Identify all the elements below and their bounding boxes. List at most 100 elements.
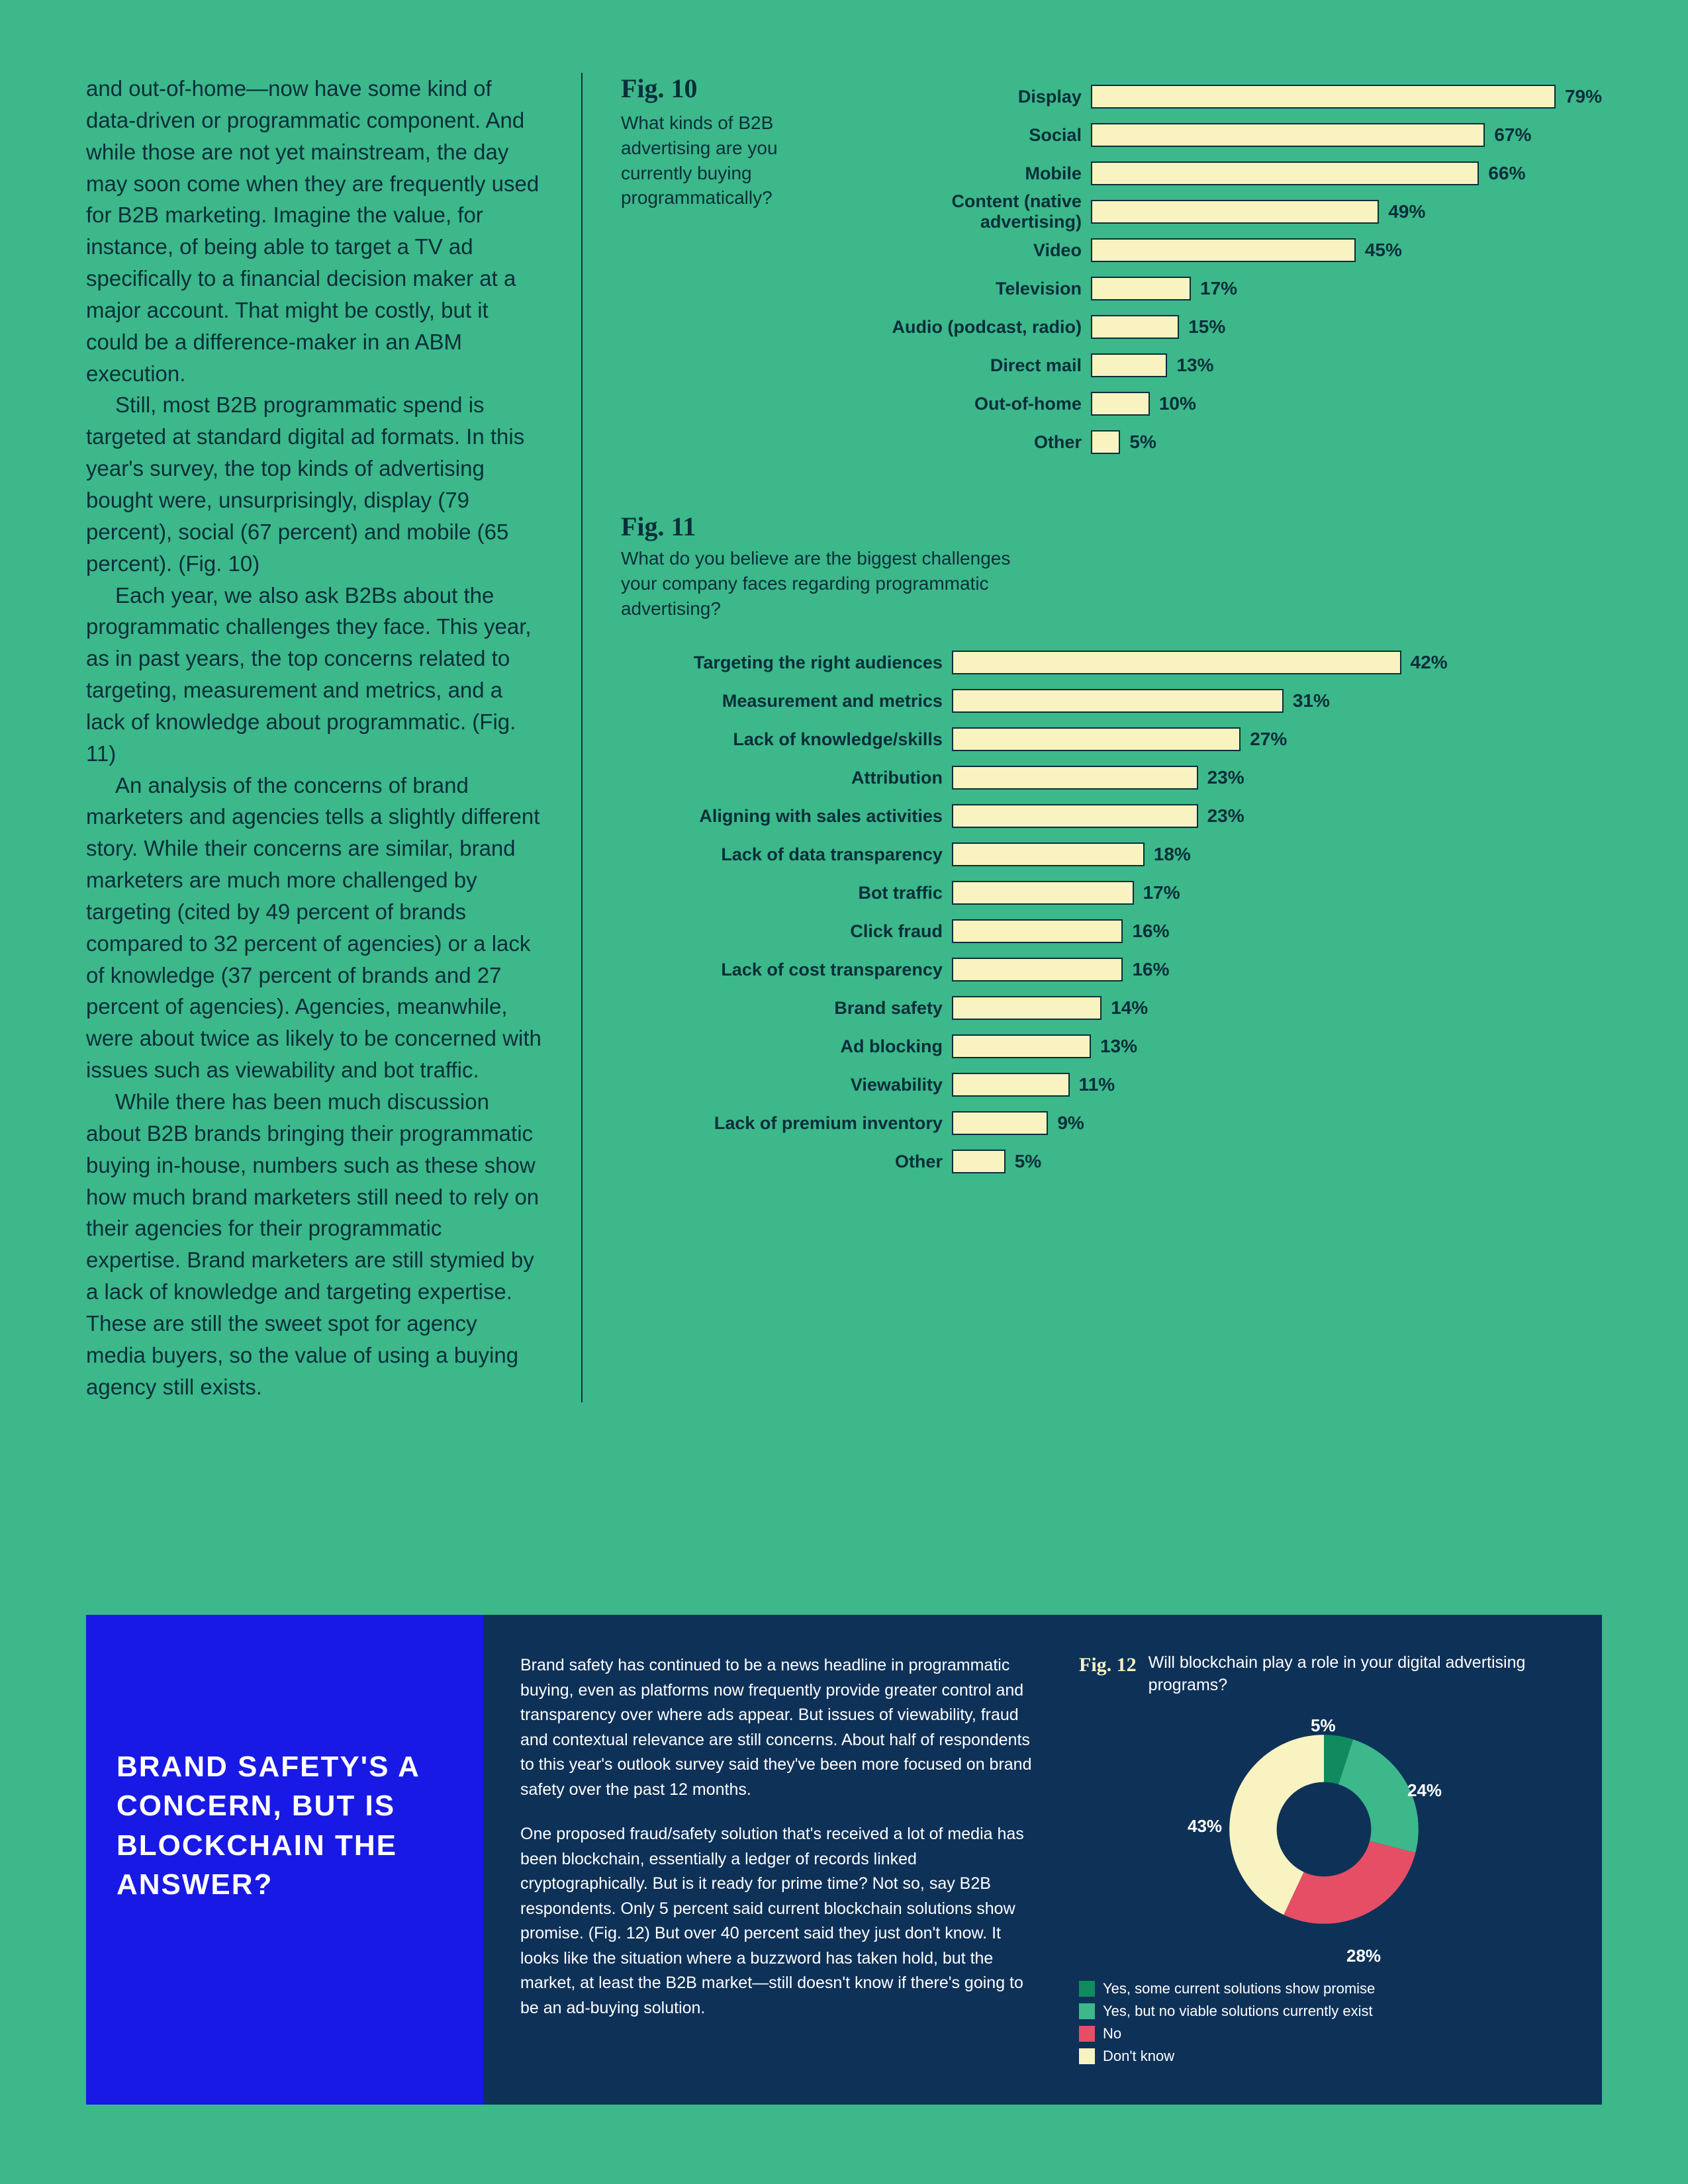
legend-row: Yes, some current solutions show promise [1079,1980,1569,1997]
bar-row: Video45% [853,231,1602,269]
sidebar-body: Brand safety has continued to be a news … [483,1615,1066,2105]
bar-value: 67% [1494,124,1531,146]
bar-track: 16% [952,958,1602,981]
bar-fill [952,1111,1048,1135]
bar-track: 15% [1091,315,1602,339]
bar-value: 15% [1188,316,1225,338]
bar-label: Social [853,125,1091,146]
bar-track: 66% [1091,161,1602,185]
bar-label: Lack of premium inventory [621,1113,952,1134]
bar-track: 23% [952,766,1602,790]
sidebar-headline: BRAND SAFETY'S A CONCERN, BUT IS BLOCKCH… [117,1747,453,1905]
sidebar-p1: Brand safety has continued to be a news … [520,1653,1039,1802]
bar-label: Bot traffic [621,883,952,903]
bar-value: 49% [1388,201,1425,222]
bar-row: Lack of knowledge/skills27% [621,720,1602,758]
bar-fill [1091,161,1479,185]
bar-fill [952,1034,1091,1058]
bar-value: 42% [1411,652,1448,673]
bar-value: 11% [1079,1074,1115,1095]
bar-fill [1091,430,1120,454]
bar-row: Ad blocking13% [621,1027,1602,1066]
bar-value: 14% [1111,997,1148,1019]
bar-label: Television [853,279,1091,299]
legend-label: Yes, but no viable solutions currently e… [1103,2003,1373,2020]
bar-value: 16% [1132,959,1169,980]
bar-row: Direct mail13% [853,346,1602,385]
figures-column: Fig. 10 What kinds of B2B advertising ar… [581,73,1602,1402]
donut-value-label: 24% [1407,1780,1442,1801]
bar-track: 31% [952,689,1602,713]
bar-track: 11% [952,1073,1602,1097]
fig-12-donut [1211,1717,1436,1942]
bar-value: 5% [1129,432,1156,453]
bar-label: Lack of data transparency [621,844,952,865]
bar-row: Viewability 11% [621,1066,1602,1104]
fig-10-bars: Display79%Social67%Mobile66%Content (nat… [853,107,1602,461]
bar-fill [1091,315,1179,339]
bar-track: 18% [952,842,1602,866]
bar-label: Viewability [621,1075,952,1095]
bar-fill [952,727,1241,751]
bar-row: Measurement and metrics 31% [621,682,1602,720]
bar-row: Display79% [853,77,1602,116]
bar-value: 66% [1488,163,1525,184]
bar-fill [1091,353,1168,377]
donut-value-label: 28% [1346,1946,1381,1966]
bar-track: 16% [952,919,1602,943]
bar-row: Other 5% [853,423,1602,461]
fig-12-legend: Yes, some current solutions show promise… [1079,1980,1569,2065]
bar-value: 31% [1293,690,1330,711]
bar-track: 9% [952,1111,1602,1135]
bar-value: 17% [1200,278,1237,299]
bar-label: Mobile [853,163,1091,184]
bar-label: Measurement and metrics [621,691,952,711]
bar-label: Audio (podcast, radio) [853,317,1091,338]
bar-value: 13% [1176,355,1213,376]
bar-track: 10% [1091,392,1602,416]
bar-label: Other [621,1152,952,1172]
legend-row: No [1079,2025,1569,2042]
bar-track: 5% [1091,430,1602,454]
para-3: Each year, we also ask B2Bs about the pr… [86,580,541,770]
bar-fill [952,651,1401,674]
fig-12: Fig. 12 Will blockchain play a role in y… [1066,1615,1602,2105]
para-2: Still, most B2B programmatic spend is ta… [86,389,541,579]
bar-row: Mobile 66% [853,154,1602,193]
bar-label: Targeting the right audiences [621,653,952,673]
legend-label: Yes, some current solutions show promise [1103,1980,1375,1997]
legend-swatch [1079,2026,1095,2042]
bar-row: Audio (podcast, radio) 15% [853,308,1602,346]
para-5: While there has been much discussion abo… [86,1086,541,1402]
bar-fill [952,1150,1006,1173]
bar-track: 27% [952,727,1602,751]
bar-fill [952,766,1198,790]
legend-swatch [1079,2048,1095,2064]
bar-row: Click fraud16% [621,912,1602,950]
bar-fill [1091,277,1191,300]
bar-row: Out-of-home10% [853,385,1602,423]
bar-row: Content (native advertising) 49% [853,193,1602,231]
bar-label: Lack of cost transparency [621,960,952,980]
bar-row: Attribution23% [621,758,1602,797]
sidebar-headline-box: BRAND SAFETY'S A CONCERN, BUT IS BLOCKCH… [86,1615,483,2105]
fig-11-number: Fig. 11 [621,511,727,542]
bar-label: Video [853,240,1091,261]
bar-fill [1091,123,1485,147]
bar-label: Other [853,432,1091,453]
bar-track: 67% [1091,123,1602,147]
bar-value: 16% [1132,921,1169,942]
bar-row: Lack of cost transparency 16% [621,950,1602,989]
bar-value: 5% [1015,1151,1041,1172]
donut-hole [1277,1782,1372,1876]
bar-row: Lack of premium inventory9% [621,1104,1602,1142]
bar-track: 42% [952,651,1602,674]
bar-track: 17% [952,881,1602,905]
bar-label: Display [853,87,1091,107]
bar-row: Bot traffic17% [621,874,1602,912]
bar-track: 17% [1091,277,1602,300]
bar-track: 45% [1091,238,1602,262]
bar-fill [952,804,1198,828]
bar-label: Content (native advertising) [853,191,1091,232]
bar-fill [952,919,1123,943]
